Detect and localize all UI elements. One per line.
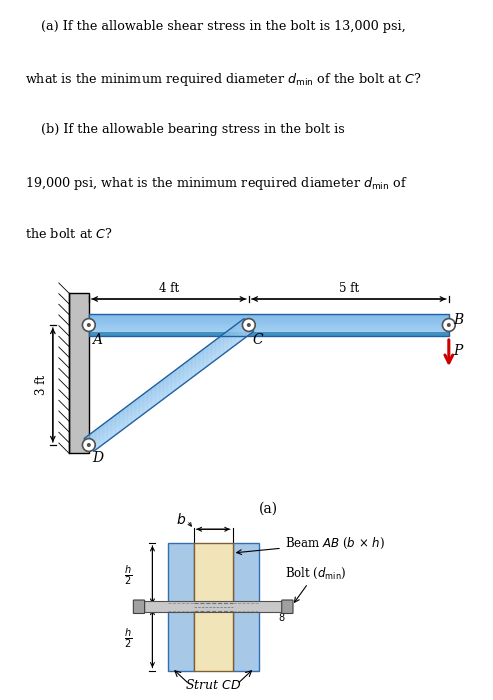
Bar (89, 332, 449, 336)
Circle shape (82, 439, 95, 452)
Polygon shape (90, 327, 251, 447)
Text: (a): (a) (259, 502, 279, 516)
Text: 3 ft: 3 ft (35, 375, 48, 395)
FancyBboxPatch shape (282, 600, 293, 613)
Bar (89, 314, 449, 336)
Bar (89, 328, 449, 330)
Polygon shape (84, 319, 245, 440)
Polygon shape (85, 321, 246, 441)
Polygon shape (84, 318, 245, 439)
Circle shape (82, 318, 95, 331)
Circle shape (442, 318, 455, 331)
Polygon shape (87, 323, 248, 444)
Bar (89, 315, 449, 316)
Bar (194, 543, 233, 671)
Bar (89, 323, 449, 324)
Polygon shape (86, 321, 246, 442)
Text: P: P (454, 344, 463, 358)
Polygon shape (91, 328, 251, 448)
Bar (89, 332, 449, 334)
Bar (144, 601, 282, 612)
FancyBboxPatch shape (133, 600, 144, 613)
Bar (69, 293, 89, 453)
Bar (89, 318, 449, 319)
Polygon shape (93, 331, 253, 452)
Text: Strut $CD$: Strut $CD$ (185, 678, 242, 692)
Polygon shape (90, 326, 250, 447)
Text: (a) If the allowable shear stress in the bolt is 13,000 psi,: (a) If the allowable shear stress in the… (25, 20, 405, 33)
Bar (89, 317, 449, 318)
Polygon shape (86, 322, 247, 442)
Polygon shape (92, 330, 253, 450)
Circle shape (87, 323, 91, 327)
Bar (89, 325, 449, 326)
Text: the bolt at $C$?: the bolt at $C$? (25, 227, 112, 241)
Polygon shape (91, 328, 252, 449)
Text: 4 ft: 4 ft (159, 282, 179, 295)
Text: $\frac{h}{2}$: $\frac{h}{2}$ (125, 563, 133, 587)
Text: Beam $AB$ ($b$ × $h$): Beam $AB$ ($b$ × $h$) (237, 536, 385, 554)
Polygon shape (93, 330, 253, 451)
Polygon shape (89, 325, 249, 446)
Circle shape (87, 443, 91, 447)
Bar (89, 321, 449, 323)
Polygon shape (87, 323, 247, 443)
Bar (89, 314, 449, 315)
Text: 19,000 psi, what is the minimum required diameter $d_{\rm min}$ of: 19,000 psi, what is the minimum required… (25, 175, 407, 192)
Bar (89, 319, 449, 321)
Polygon shape (88, 324, 249, 445)
Text: (b) If the allowable bearing stress in the bolt is: (b) If the allowable bearing stress in t… (25, 123, 345, 136)
Text: B: B (453, 313, 463, 327)
Bar (89, 326, 449, 327)
Bar (89, 334, 449, 335)
Text: what is the minimum required diameter $d_{\rm min}$ of the bolt at $C$?: what is the minimum required diameter $d… (25, 71, 421, 88)
Text: Bolt ($d_{\rm min}$): Bolt ($d_{\rm min}$) (285, 566, 346, 602)
Text: $b$: $b$ (176, 512, 186, 526)
Polygon shape (88, 323, 248, 444)
Bar (89, 330, 449, 332)
Polygon shape (92, 329, 252, 449)
Text: C: C (252, 333, 263, 347)
Text: A: A (92, 333, 102, 347)
Bar (89, 327, 449, 328)
Polygon shape (85, 320, 246, 440)
Bar (233, 543, 259, 671)
Text: D: D (92, 451, 103, 465)
Circle shape (243, 318, 255, 331)
Bar (89, 335, 449, 336)
Text: 5 ft: 5 ft (339, 282, 359, 295)
Text: $\frac{5b}{8}$: $\frac{5b}{8}$ (275, 600, 289, 624)
Circle shape (447, 323, 451, 327)
Circle shape (247, 323, 251, 327)
Bar (168, 543, 194, 671)
Polygon shape (89, 326, 250, 447)
Text: $\frac{h}{2}$: $\frac{h}{2}$ (125, 626, 133, 650)
Bar (89, 324, 449, 325)
Bar (89, 316, 449, 317)
